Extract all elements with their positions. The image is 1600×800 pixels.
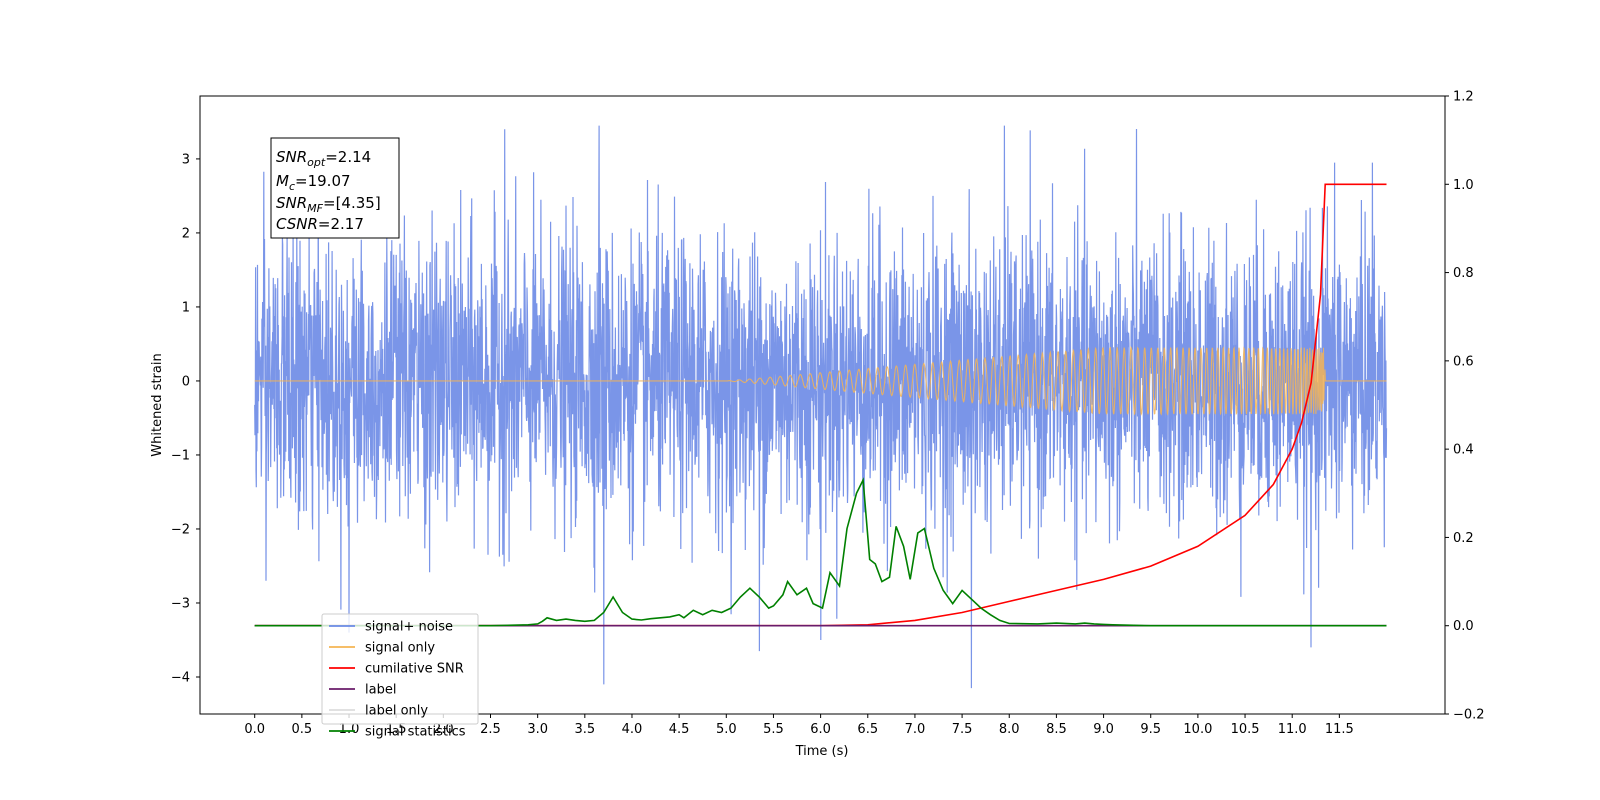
y-tick-label: −3 [171,596,190,611]
x-tick-label: 0.5 [292,722,313,737]
x-tick-label: 4.0 [622,722,643,737]
y2-tick-label: −0.2 [1453,708,1485,723]
y-tick-label: −2 [171,522,190,537]
x-tick-label: 10.0 [1183,722,1212,737]
x-tick-label: 4.5 [669,722,690,737]
x-tick-label: 11.5 [1325,722,1354,737]
legend: signal+ noise signal only cumilative SNR la… [321,613,479,740]
x-tick-label: 8.5 [1046,722,1067,737]
x-tick-label: 5.0 [716,722,737,737]
legend-label-cumilative-snr: cumilative SNR [365,662,464,677]
series-line-signal-statistics [254,477,1387,627]
legend-label-signal-only: signal only [365,641,435,656]
series-line-signal-only [254,345,1387,417]
x-tick-label: 10.5 [1231,722,1260,737]
annotation-mc-symbol: M [276,172,289,190]
y2-tick-label: 0.2 [1453,531,1474,546]
legend-label-signal-noise: signal+ noise [365,620,453,635]
legend-label-label: label [365,683,396,698]
annotation-snr-mf-symbol: SNR [276,194,307,212]
x-tick-label: 8.0 [999,722,1020,737]
annotation-snr-mf-sub: MF [307,202,323,215]
annotation-snr-mf: SNRMF=[4.35] [276,194,381,215]
legend-frame [321,613,479,725]
y2-tick-label: 0.6 [1453,354,1474,369]
annotation-snr-opt-value: =2.14 [325,148,371,166]
y-tick-label: 1 [182,300,190,315]
y-axis-left: −4 −3 −2 −1 0 1 2 3 [171,152,200,685]
x-tick-label: 3.0 [527,722,548,737]
y-axis-right: −0.2 0.0 0.2 0.4 0.6 0.8 1.0 1.2 [1445,90,1485,723]
y2-tick-label: 0.0 [1453,619,1474,634]
y-tick-label: 3 [182,152,190,167]
x-tick-label: 11.0 [1278,722,1307,737]
y2-tick-label: 0.4 [1453,443,1474,458]
x-tick-label: 9.0 [1093,722,1114,737]
x-tick-label: 9.5 [1140,722,1161,737]
y-tick-label: −1 [171,448,190,463]
y-tick-label: 2 [182,226,190,241]
x-axis: 0.0 0.5 1.0 1.5 2.0 2.5 3.0 3.5 4.0 4.5 5.0 5.5 6.0 6… [244,714,1354,737]
y-axis-label: Whitened strain [150,353,165,456]
legend-label-signal-statistics: signal statistics [365,725,466,740]
y2-tick-label: 1.0 [1453,178,1474,193]
annotation-snr-opt-sub: opt [307,156,326,169]
annotation-mc-value: =19.07 [295,172,351,190]
x-tick-label: 6.0 [810,722,831,737]
x-tick-label: 2.0 [433,722,454,737]
x-axis-label: Time (s) [795,744,849,759]
x-tick-label: 5.5 [763,722,784,737]
x-tick-label: 0.0 [244,722,265,737]
plot-frame [199,95,1446,715]
x-tick-label: 2.5 [480,722,501,737]
annotation-snr-opt-symbol: SNR [276,148,307,166]
x-tick-label: 7.0 [905,722,926,737]
x-tick-label: 1.5 [386,722,407,737]
y-tick-label: 0 [182,374,190,389]
y2-tick-label: 1.2 [1453,90,1474,105]
x-tick-label: 7.5 [952,722,973,737]
annotation-snr-opt: SNRopt=2.14 [276,148,371,169]
x-tick-label: 1.0 [339,722,360,737]
series-line-cumilative-snr [254,183,1387,627]
annotation-mc: Mc=19.07 [276,172,351,193]
legend-label-label-only: label only [365,704,428,719]
legend-items: signal+ noise signal only cumilative SNR la… [329,620,466,740]
annotation-csnr-value: =2.17 [318,215,364,233]
annotation-mc-sub: c [289,180,295,193]
y-tick-label: −4 [171,670,190,685]
annotation-csnr-symbol: CSNR [276,215,318,233]
annotation-frame [270,137,400,239]
y2-tick-label: 0.8 [1453,266,1474,281]
x-tick-label: 6.5 [857,722,878,737]
annotation-snr-mf-value: =[4.35] [323,194,381,212]
annotation-csnr: CSNR=2.17 [276,215,364,233]
series-line-signal-noise [254,125,1388,689]
annotation-box: SNRopt=2.14 Mc=19.07 SNRMF=[4.35] CSNR=2… [270,137,400,239]
x-tick-label: 3.5 [574,722,595,737]
